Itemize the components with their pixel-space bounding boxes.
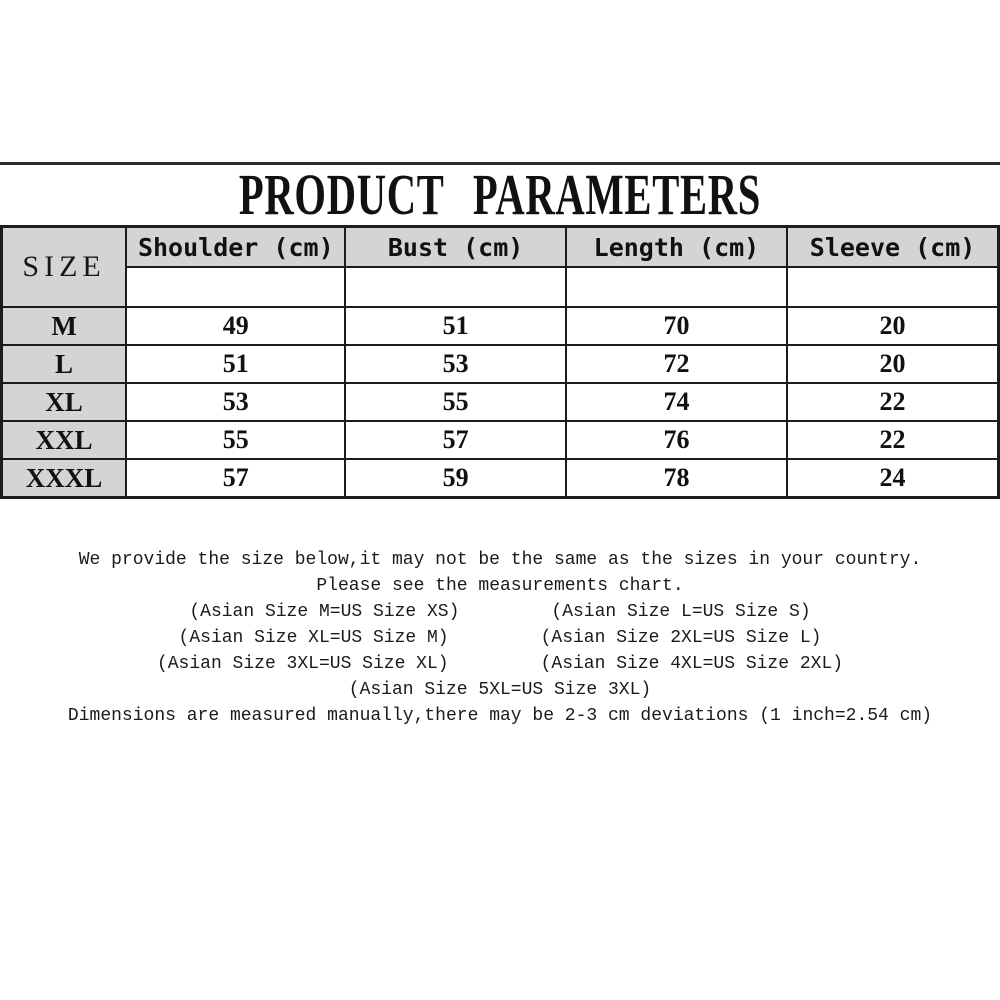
top-divider-line [0,162,1000,165]
note-size-5xl: (Asian Size 5XL=US Size 3XL) [348,680,652,700]
empty-cell [786,266,1000,308]
size-cell: L [0,344,128,384]
size-cell: XXL [0,420,128,460]
note-size-pair-2: (Asian Size XL=US Size M) (Asian Size 2X… [0,625,1000,651]
notes-section: We provide the size below,it may not be … [0,547,1000,729]
note-country: We provide the size below,it may not be … [78,550,922,570]
value-cell: 57 [125,458,347,499]
size-cell: M [0,306,128,346]
empty-cell [125,266,347,308]
size-header-cell: SIZE [0,225,128,308]
value-cell: 22 [786,382,1000,422]
value-cell: 57 [344,420,567,460]
value-cell: 78 [564,458,789,499]
value-cell: 53 [125,382,347,422]
value-cell: 51 [344,306,567,346]
table-row-xl: XL 53 55 74 22 [0,382,1000,422]
value-cell: 20 [786,344,1000,384]
value-cell: 53 [344,344,567,384]
column-header-bust: Bust (cm) [344,225,567,268]
value-cell: 55 [125,420,347,460]
empty-cell [344,266,567,308]
value-cell: 74 [564,382,789,422]
value-cell: 22 [786,420,1000,460]
page-title: PRODUCT PARAMETERS [238,162,762,227]
value-cell: 20 [786,306,1000,346]
empty-sub-row [2,266,1000,308]
note-size-l: (Asian Size L=US Size S) [551,602,811,622]
size-table-header-row: SIZE Shoulder (cm) Bust (cm) Length (cm)… [0,225,1000,308]
value-cell: 55 [344,382,567,422]
note-size-3xl: (Asian Size 3XL=US Size XL) [156,654,449,674]
value-cell: 72 [564,344,789,384]
empty-cell [564,266,789,308]
table-row-l: L 51 53 72 20 [0,344,1000,384]
value-cell: 59 [344,458,567,499]
table-row-xxxl: XXXL 57 59 78 24 [0,458,1000,499]
value-cell: 51 [125,344,347,384]
title-section: PRODUCT PARAMETERS [0,165,1000,225]
size-table: SIZE Shoulder (cm) Bust (cm) Length (cm)… [0,225,1000,499]
note-deviations: Dimensions are measured manually,there m… [67,706,933,726]
note-size-xl: (Asian Size XL=US Size M) [178,628,449,648]
table-row-xxl: XXL 55 57 76 22 [0,420,1000,460]
value-cell: 24 [786,458,1000,499]
note-see-chart: Please see the measurements chart. [316,576,684,596]
value-cell: 70 [564,306,789,346]
top-whitespace [0,0,1000,162]
value-cell: 49 [125,306,347,346]
note-size-pair-3: (Asian Size 3XL=US Size XL) (Asian Size … [0,651,1000,677]
size-cell: XL [0,382,128,422]
note-size-4xl: (Asian Size 4XL=US Size 2XL) [540,654,844,674]
note-size-2xl: (Asian Size 2XL=US Size L) [540,628,822,648]
column-header-length: Length (cm) [564,225,789,268]
value-cell: 76 [564,420,789,460]
table-row-m: M 49 51 70 20 [0,306,1000,346]
column-header-sleeve: Sleeve (cm) [786,225,1000,268]
note-size-m: (Asian Size M=US Size XS) [189,602,460,622]
column-header-shoulder: Shoulder (cm) [125,225,347,268]
note-size-pair-1: (Asian Size M=US Size XS) (Asian Size L=… [0,599,1000,625]
size-cell: XXXL [0,458,128,499]
